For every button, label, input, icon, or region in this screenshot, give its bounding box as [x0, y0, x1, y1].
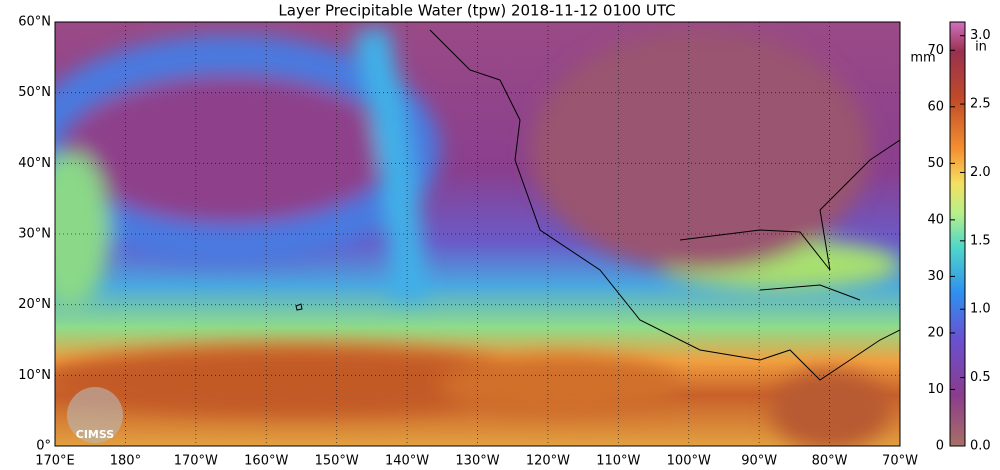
lat-label: 10°N [18, 368, 51, 383]
lon-label: 90°W [741, 454, 777, 469]
lat-label: 30°N [18, 227, 51, 242]
lon-label: 180° [110, 454, 141, 469]
lat-label: 0° [36, 439, 51, 454]
lon-label: 140°W [385, 454, 429, 469]
lon-label: 160°W [244, 454, 288, 469]
mm-unit: mm [910, 51, 935, 66]
in-tick-label: 0.0 [970, 439, 991, 454]
lat-label: 50°N [18, 85, 51, 100]
map-field [55, 22, 900, 446]
lon-label: 170°E [35, 454, 75, 469]
lon-label: 70°W [882, 454, 918, 469]
in-tick-label: 1.5 [970, 233, 991, 248]
in-unit: in [975, 40, 987, 55]
lon-label: 130°W [455, 454, 499, 469]
in-tick-label: 1.0 [970, 302, 991, 317]
lon-label: 100°W [667, 454, 711, 469]
lat-label: 20°N [18, 297, 51, 312]
map-title: Layer Precipitable Water (tpw) 2018-11-1… [278, 2, 675, 20]
lon-label: 120°W [526, 454, 570, 469]
mm-tick-label: 10 [927, 382, 944, 397]
lon-label: 110°W [596, 454, 640, 469]
lat-label: 60°N [18, 15, 51, 30]
lat-label: 40°N [18, 156, 51, 171]
colorbar [949, 21, 966, 447]
lon-label: 150°W [315, 454, 359, 469]
mm-tick-label: 40 [927, 212, 944, 227]
in-tick-label: 2.0 [970, 165, 991, 180]
logo: CIMSS [67, 387, 123, 443]
in-tick-label: 0.5 [970, 370, 991, 385]
mm-tick-label: 50 [927, 156, 944, 171]
logo-text: CIMSS [76, 428, 115, 441]
lon-label: 170°W [174, 454, 218, 469]
in-tick-label: 2.5 [970, 97, 991, 112]
mm-tick-label: 0 [936, 439, 944, 454]
in-tick-label: 3.0 [970, 28, 991, 43]
mm-tick-label: 20 [927, 325, 944, 340]
mm-tick-label: 70 [927, 43, 944, 58]
mm-tick-label: 60 [927, 99, 944, 114]
mm-tick-label: 30 [927, 269, 944, 284]
lon-label: 80°W [812, 454, 848, 469]
